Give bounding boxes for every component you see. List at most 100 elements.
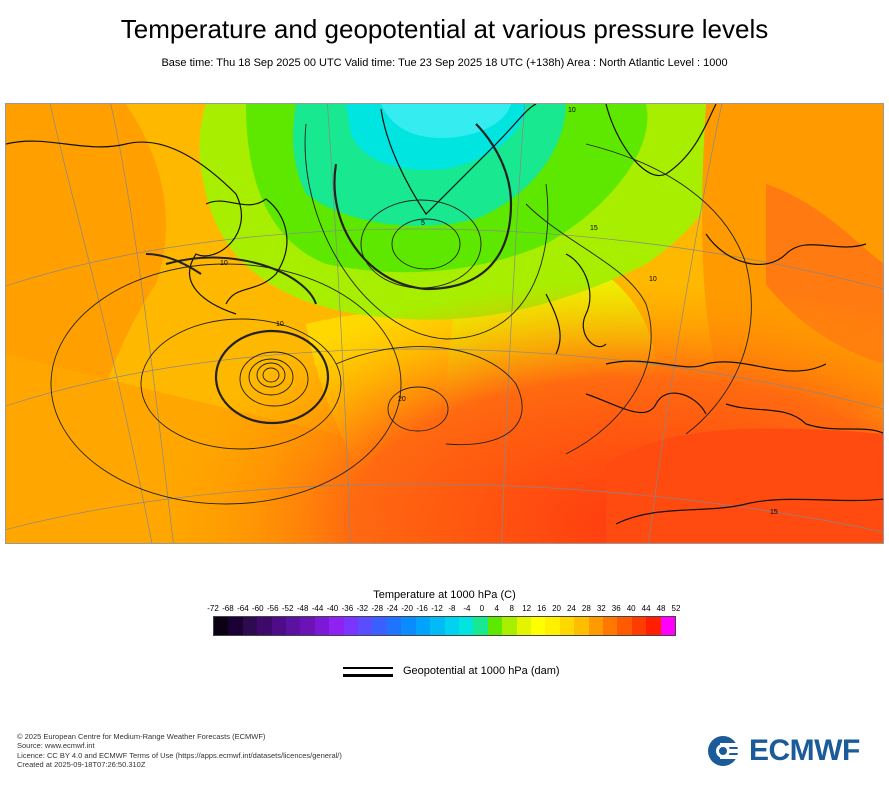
colorbar-tick-label: 16 <box>537 604 547 613</box>
coastlines <box>6 104 883 525</box>
geopotential-contours <box>50 123 752 505</box>
colorbar-swatch <box>487 617 503 635</box>
colorbar-swatch <box>300 617 315 635</box>
colorbar-tick-label: 20 <box>552 604 561 613</box>
colorbar-tick-label: 8 <box>509 604 514 613</box>
contour-label: 15 <box>590 225 598 232</box>
colorbar-swatch <box>401 617 416 635</box>
footer-created: Created at 2025-09-18T07:26:50.310Z <box>17 760 146 770</box>
colorbar-swatch <box>415 617 431 635</box>
colorbar-tick-label: -64 <box>237 604 249 613</box>
colorbar-swatch <box>473 617 488 635</box>
colorbar-tick-label: -48 <box>296 604 309 613</box>
colorbar-tick-label: 52 <box>671 604 681 613</box>
colorbar-swatch <box>574 617 589 635</box>
legend-line-thin <box>343 667 393 669</box>
geopotential-legend: Geopotential at 1000 hPa (dam) <box>343 662 643 682</box>
colorbar-swatch <box>602 617 618 635</box>
colorbar-swatch <box>502 617 517 635</box>
colorbar-swatch <box>329 617 344 635</box>
colorbar-tick-label: 0 <box>479 604 485 613</box>
colorbar-tick-label: -56 <box>266 604 279 613</box>
chart-title: Temperature and geopotential at various … <box>120 14 769 44</box>
ecmwf-logo-icon <box>708 736 746 766</box>
colorbar-tick-label: 44 <box>641 604 651 613</box>
low-center-1 <box>262 367 280 383</box>
graticule <box>6 104 883 543</box>
colorbar-swatch <box>631 617 647 635</box>
colorbar-tick-label: -44 <box>311 604 324 613</box>
footer-source: Source: www.ecmwf.int <box>17 741 95 751</box>
colorbar-swatch <box>242 617 258 635</box>
low-10-contour <box>214 329 330 425</box>
colorbar-tick-label: 28 <box>581 604 591 613</box>
colorbar-tick-label: -4 <box>463 604 471 613</box>
colorbar-swatch <box>516 617 531 635</box>
colorbar-tick-label: -20 <box>401 604 413 613</box>
colorbar-swatch <box>559 617 575 635</box>
colorbar-tick-label: 12 <box>522 604 532 613</box>
contour-labels: 10 10 20 5 10 10 15 15 <box>220 107 778 516</box>
contour-label: 5 <box>421 220 425 227</box>
colorbar-swatch <box>588 617 603 635</box>
colorbar-swatch <box>617 617 632 635</box>
colorbar-tick-label: -12 <box>431 604 443 613</box>
geopotential-legend-label: Geopotential at 1000 hPa (dam) <box>403 665 560 677</box>
footer-credits: © 2025 European Centre for Medium-Range … <box>17 732 342 770</box>
high-20 <box>387 386 449 432</box>
colorbar-tick-label: -32 <box>356 604 369 613</box>
colorbar-swatch <box>214 617 229 635</box>
colorbar-swatch <box>343 617 359 635</box>
colorbar-tick-label: 24 <box>566 604 576 613</box>
colorbar-swatch <box>444 617 459 635</box>
colorbar-swatch <box>257 617 272 635</box>
temp-africa-red <box>606 428 883 543</box>
colorbar-swatch <box>458 617 474 635</box>
ecmwf-logo-text: ECMWF <box>749 734 860 767</box>
legend-line-bold <box>343 674 393 677</box>
colorbar-tick-label: 48 <box>656 604 666 613</box>
colorbar-swatch <box>358 617 373 635</box>
colorbar-swatch <box>430 617 445 635</box>
colorbar-tick-label: 32 <box>596 604 606 613</box>
colorbar-swatch <box>646 617 661 635</box>
ecmwf-logo[interactable]: ECMWF <box>706 734 876 768</box>
colorbar-swatch <box>314 617 330 635</box>
colorbar-ticks: -72 -68 -64 -60 -56 -52 -48 -44 -40 -36 -32 -28 -24-… <box>206 604 684 616</box>
colorbar-swatch <box>271 617 287 635</box>
greenland-low-bold <box>333 123 513 291</box>
colorbar-swatch <box>545 617 560 635</box>
colorbar-title: Temperature at 1000 hPa (C) <box>373 589 516 601</box>
colorbar-tick-label: 4 <box>494 604 499 613</box>
colorbar-tick-label: -40 <box>326 604 339 613</box>
colorbar-tick-label: 36 <box>611 604 621 613</box>
colorbar-tick-label: -16 <box>416 604 428 613</box>
colorbar-tick-label: -60 <box>252 604 264 613</box>
colorbar-swatch <box>286 617 301 635</box>
colorbar-swatch <box>386 617 402 635</box>
colorbar-tick-label: -24 <box>386 604 398 613</box>
contour-label: 10 <box>220 260 228 267</box>
footer-copyright: © 2025 European Centre for Medium-Range … <box>17 732 266 741</box>
colorbar-swatch <box>530 617 546 635</box>
contour-label: 10 <box>568 107 576 114</box>
contour-label: 10 <box>276 321 284 328</box>
footer-licence: Licence: CC BY 4.0 and ECMWF Terms of Us… <box>17 750 342 760</box>
forecast-map[interactable]: 10 10 20 5 10 10 15 15 <box>5 103 884 544</box>
chart-subtitle: Base time: Thu 18 Sep 2025 00 UTC Valid … <box>161 57 728 69</box>
colorbar-swatch <box>660 617 675 635</box>
colorbar-tick-label: -72 <box>207 604 219 613</box>
colorbar-tick-label: -8 <box>448 604 456 613</box>
contour-label: 20 <box>398 396 406 403</box>
map-svg: 10 10 20 5 10 10 15 15 <box>6 104 883 543</box>
colorbar-tick-label: -36 <box>341 604 354 613</box>
greenland-low <box>391 218 461 270</box>
colorbar <box>213 616 676 636</box>
colorbar-tick-label: -28 <box>371 604 384 613</box>
colorbar-swatch <box>372 617 387 635</box>
contour-label: 15 <box>770 509 778 516</box>
colorbar-tick-label: -52 <box>281 604 294 613</box>
colorbar-swatch <box>228 617 243 635</box>
colorbar-tick-label: -68 <box>222 604 234 613</box>
colorbar-tick-label: 40 <box>626 604 636 613</box>
